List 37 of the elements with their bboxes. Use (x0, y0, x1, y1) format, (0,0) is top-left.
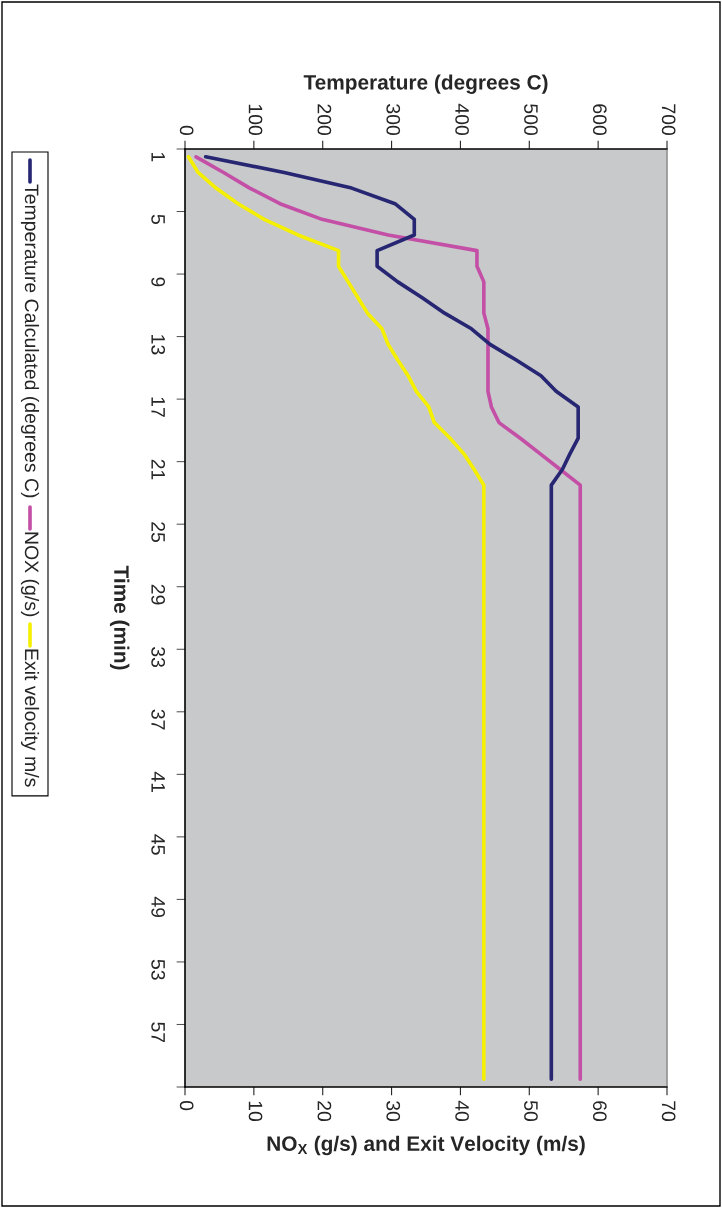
x2-axis-title: Temperature (degrees C) (303, 74, 548, 94)
y-tick-label: 13 (151, 335, 166, 355)
x2-tick-label: 100 (248, 104, 263, 136)
x2-tick-label: 500 (524, 104, 538, 136)
x-tick-label: 40 (455, 1100, 469, 1122)
y-tick-label: 1 (151, 152, 165, 162)
x2-tick-label: 700 (661, 104, 676, 136)
x2-tick-label: 200 (317, 104, 332, 136)
y-tick-label: 49 (151, 896, 166, 918)
legend-label: NOX (g/s) (20, 532, 40, 617)
x-tick-label: 0 (179, 1100, 194, 1111)
x-tick-label: 30 (386, 1100, 401, 1122)
y-tick-label: 21 (151, 459, 166, 480)
y-tick-label: 25 (151, 522, 166, 543)
x2-tick-label: 0 (179, 125, 194, 136)
legend-label: Exit velocity m/s (20, 649, 40, 787)
x-tick-label: 50 (524, 1100, 538, 1122)
x-tick-label: 70 (661, 1101, 676, 1122)
y-tick-label: 29 (151, 584, 166, 605)
x-axis-title: NO$_{X}$ (g/s) and Exit Velocity (m/s) (267, 1135, 585, 1156)
x2-tick-label: 300 (386, 104, 401, 136)
y-tick-label: 57 (151, 1022, 165, 1043)
y-tick-label: 33 (151, 647, 166, 668)
y-axis-title: Time (min) (109, 565, 130, 670)
y-tick-label: 5 (151, 214, 165, 224)
y-tick-label: 45 (151, 834, 165, 855)
x-tick-label: 60 (592, 1101, 607, 1122)
y-tick-label: 37 (151, 709, 166, 730)
y-tick-label: 41 (151, 771, 165, 793)
x-tick-label: 20 (317, 1101, 332, 1122)
x2-tick-label: 600 (592, 104, 607, 136)
x-tick-label: 10 (248, 1101, 263, 1122)
y-tick-label: 9 (151, 277, 166, 287)
x2-tick-label: 400 (455, 103, 469, 136)
y-tick-label: 17 (151, 397, 165, 417)
legend-label: Temperature Calculated (degrees C) (20, 184, 40, 498)
y-tick-label: 53 (151, 959, 166, 980)
